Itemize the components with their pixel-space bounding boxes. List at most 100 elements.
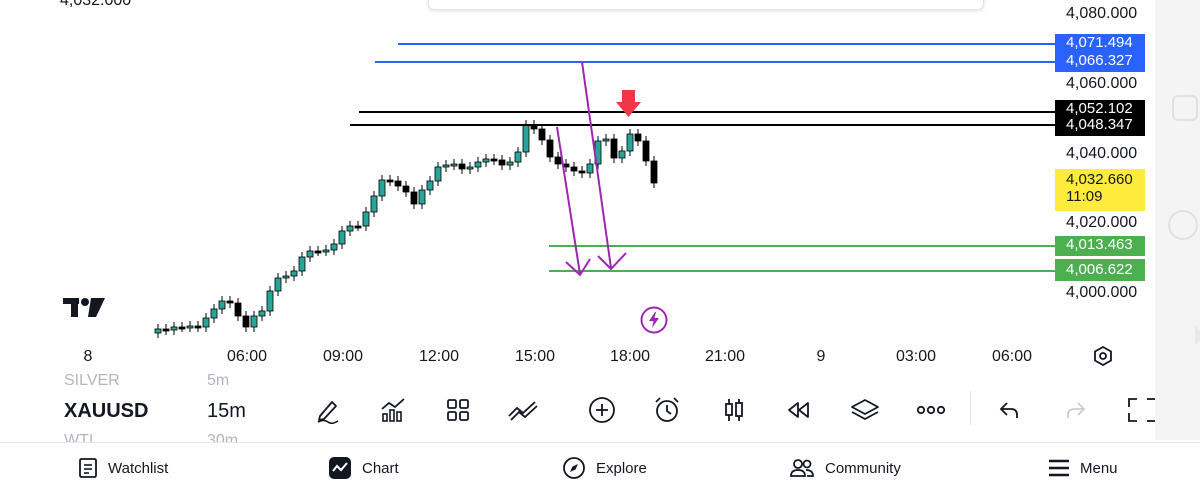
nav-watchlist[interactable]: Watchlist xyxy=(78,443,168,492)
pencil-draw-icon[interactable] xyxy=(311,393,345,427)
time-axis-label: 06:00 xyxy=(226,348,268,365)
nav-menu[interactable]: Menu xyxy=(1048,443,1118,492)
add-icon[interactable] xyxy=(585,393,619,427)
chart-toolbar xyxy=(0,375,1155,440)
nav-menu-label: Menu xyxy=(1080,459,1118,477)
candle-body xyxy=(410,191,418,205)
time-axis-label: 06:00 xyxy=(991,348,1033,365)
candle-body xyxy=(378,179,386,197)
down-arrow-annotation-2[interactable] xyxy=(581,61,627,271)
candle-body xyxy=(602,138,610,142)
candle-body xyxy=(522,124,530,153)
candle-body xyxy=(338,230,346,245)
nav-chart-label: Chart xyxy=(362,459,399,477)
level-badge-key-2: 4,048.347 xyxy=(1055,116,1145,136)
bottom-navigation: Watchlist Chart Explore Community Menu xyxy=(0,442,1200,492)
tradingview-logo-icon xyxy=(63,298,105,317)
time-axis-label: 15:00 xyxy=(514,348,556,365)
candle-body xyxy=(234,302,242,317)
candle-body xyxy=(250,315,258,328)
candle-body xyxy=(282,275,290,279)
candle-body xyxy=(466,166,474,170)
candle-body xyxy=(418,189,426,205)
candle-body xyxy=(306,250,314,258)
candle-body xyxy=(474,161,482,168)
candles-layer xyxy=(154,120,658,338)
interval-list-next: 30m xyxy=(207,432,239,442)
layers-icon[interactable] xyxy=(848,393,882,427)
candle-body xyxy=(442,164,450,168)
side-panel-button[interactable] xyxy=(1172,95,1198,121)
undo-icon[interactable] xyxy=(992,393,1026,427)
candle-body xyxy=(402,185,410,193)
community-icon xyxy=(790,459,814,477)
candle-body xyxy=(426,180,434,191)
chart-canvas[interactable] xyxy=(0,0,1155,375)
bar-countdown: 11:09 xyxy=(1066,188,1103,205)
compare-icon[interactable] xyxy=(506,393,540,427)
candle-body xyxy=(546,139,554,158)
alert-clock-icon[interactable] xyxy=(650,393,684,427)
candle-body xyxy=(186,325,194,329)
interval-selector[interactable]: 15m xyxy=(207,400,246,422)
price-chart-svg[interactable] xyxy=(0,0,1155,375)
toolbar-divider xyxy=(970,391,971,425)
candle-body xyxy=(650,160,658,184)
nav-community[interactable]: Community xyxy=(789,443,901,492)
price-axis-label: 4,040.000 xyxy=(1066,145,1138,162)
candle-body xyxy=(170,326,178,331)
indicators-icon[interactable] xyxy=(376,393,410,427)
level-badge-target-2: 4,006.622 xyxy=(1055,259,1145,281)
time-axis-label: 12:00 xyxy=(418,348,460,365)
candle-body xyxy=(570,166,578,172)
time-axis-label: 8 xyxy=(83,348,93,365)
candle-body xyxy=(202,317,210,328)
candle-body xyxy=(362,211,370,227)
more-icon[interactable] xyxy=(914,393,948,427)
price-axis-label: 4,060.000 xyxy=(1066,75,1138,92)
level-badge-key-1: 4,052.102 xyxy=(1055,100,1145,116)
candle-body xyxy=(498,159,506,166)
current-price: 4,032.660 xyxy=(1066,171,1133,188)
candle-body xyxy=(458,163,466,170)
time-axis-label: 9 xyxy=(816,348,826,365)
settings-gear-icon[interactable] xyxy=(1093,346,1113,366)
price-axis-label: 4,080.000 xyxy=(1066,5,1138,22)
candle-body xyxy=(618,150,626,159)
watchlist-icon xyxy=(79,458,97,478)
candle-body xyxy=(370,195,378,213)
templates-grid-icon[interactable] xyxy=(441,393,475,427)
candle-body xyxy=(506,161,514,166)
price-axis-top-label: 4,032.000 xyxy=(60,0,132,9)
candle-body xyxy=(322,249,330,253)
candle-body xyxy=(194,325,202,329)
nav-watchlist-label: Watchlist xyxy=(108,459,169,477)
candle-body xyxy=(626,133,634,152)
nav-explore[interactable]: Explore xyxy=(562,443,647,492)
price-axis-label: 4,020.000 xyxy=(1066,214,1138,231)
side-panel-circle-button[interactable] xyxy=(1168,210,1198,240)
candle-body xyxy=(274,277,282,292)
replay-icon[interactable] xyxy=(782,393,816,427)
down-arrow-annotation-1[interactable] xyxy=(556,126,591,277)
current-price-badge: 4,032.660 11:09 xyxy=(1055,169,1145,211)
symbol-list-next: WTI xyxy=(64,432,94,442)
candle-body xyxy=(218,300,226,310)
candle-body xyxy=(610,138,618,159)
candle-body xyxy=(578,170,586,174)
candle-body xyxy=(154,328,162,334)
time-axis-label: 21:00 xyxy=(704,348,746,365)
candles-icon[interactable] xyxy=(717,393,751,427)
candle-body xyxy=(266,290,274,312)
candle-body xyxy=(634,133,642,142)
candle-body xyxy=(394,180,402,187)
sell-signal-arrow-icon[interactable] xyxy=(616,90,641,117)
candle-body xyxy=(642,140,650,162)
nav-chart[interactable]: Chart xyxy=(328,443,399,492)
symbol-selector[interactable]: XAUUSD xyxy=(64,400,149,422)
fullscreen-icon[interactable] xyxy=(1121,393,1155,427)
crosshair-tooltip xyxy=(428,0,984,10)
lightning-bolt-icon[interactable] xyxy=(640,306,668,334)
redo-icon[interactable] xyxy=(1059,393,1093,427)
candle-body xyxy=(514,151,522,163)
